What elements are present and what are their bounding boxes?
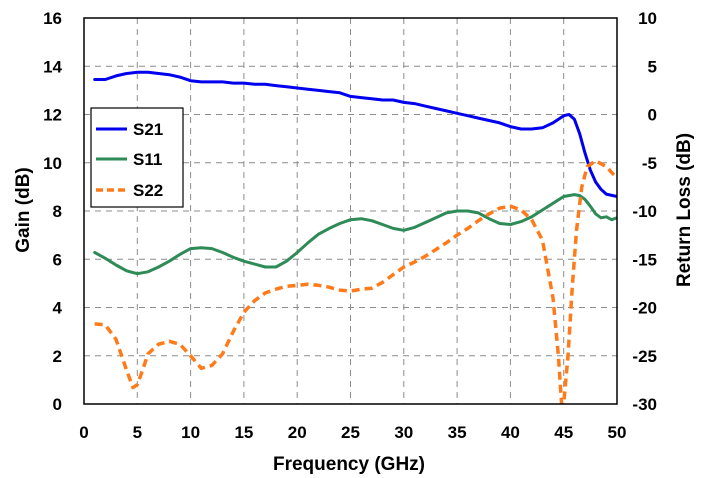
y2-tick-label: -5 [642, 154, 657, 173]
y-tick-label: 6 [53, 250, 62, 269]
y-tick-label: 8 [53, 202, 62, 221]
x-tick-label: 40 [501, 423, 520, 442]
y2-tick-label: -20 [632, 299, 657, 318]
x-tick-label: 35 [448, 423, 467, 442]
y2-tick-label: 0 [648, 106, 657, 125]
series-line-s21 [93, 70, 617, 198]
y-axis-title: Gain (dB) [13, 167, 34, 253]
y-tick-label: 12 [43, 106, 62, 125]
y2-tick-label: 10 [638, 9, 657, 28]
series-line-s22 [94, 159, 617, 404]
y2-tick-label: 5 [648, 57, 657, 76]
y-tick-label: 2 [53, 347, 62, 366]
series-line-s11 [93, 193, 617, 276]
y-tick-label: 16 [43, 9, 62, 28]
y2-axis-title: Return Loss (dB) [674, 133, 695, 287]
legend-item-s11: S11 [96, 150, 162, 169]
legend-label-s21: S21 [133, 120, 163, 139]
tick-layer: 0 5 10 15 20 25 30 35 40 45 500246810121416-30-25-… [43, 9, 657, 442]
y-tick-label: 4 [53, 299, 63, 318]
x-tick-label: 5 [133, 423, 142, 442]
x-tick-label: 10 [181, 423, 200, 442]
legend-label-s11: S11 [133, 150, 162, 169]
x-tick-label: 20 [288, 423, 307, 442]
series-layer [93, 70, 617, 404]
y2-tick-label: -15 [632, 250, 657, 269]
x-axis-title: Frequency (GHz) [273, 454, 425, 475]
plot-frame [83, 17, 618, 405]
x-tick-label: 25 [341, 423, 360, 442]
x-tick-label: 15 [234, 423, 253, 442]
legend: S21 S11 S22 [90, 107, 184, 208]
y-tick-label: 10 [43, 154, 62, 173]
x-tick-label: 30 [394, 423, 413, 442]
x-tick-label: 50 [608, 423, 627, 442]
y2-tick-label: -30 [632, 395, 657, 414]
y-tick-label: 0 [53, 395, 62, 414]
y-tick-label: 14 [43, 57, 62, 76]
y2-tick-label: -25 [632, 347, 657, 366]
legend-item-s22: S22 [96, 181, 163, 200]
legend-label-s22: S22 [133, 181, 163, 200]
y2-tick-label: -10 [632, 202, 657, 221]
x-tick-label: 0 [79, 423, 88, 442]
legend-item-s21: S21 [96, 120, 163, 139]
x-tick-label: 45 [554, 423, 573, 442]
